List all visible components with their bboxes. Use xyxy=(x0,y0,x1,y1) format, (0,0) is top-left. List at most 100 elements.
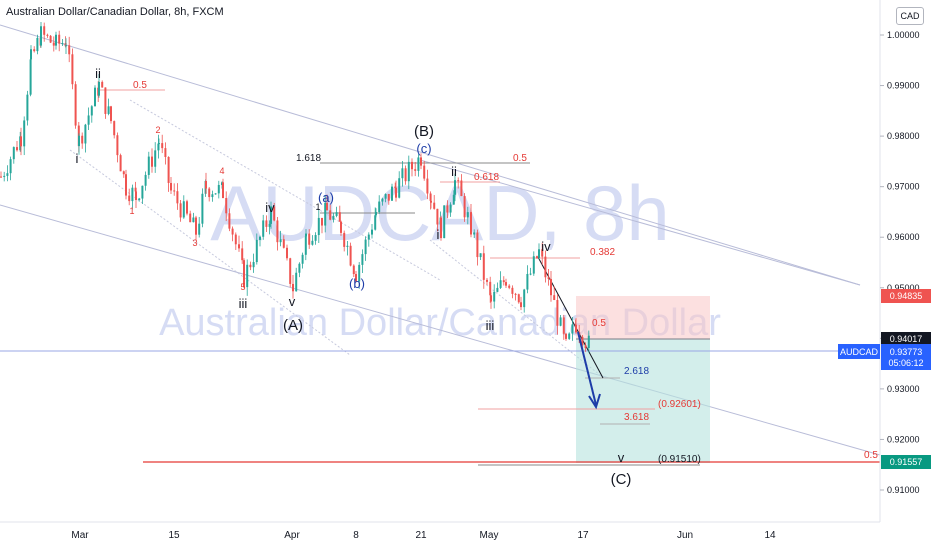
countdown: 05:06:12 xyxy=(888,358,923,368)
fib-label: 0.382 xyxy=(590,247,615,258)
candle-body xyxy=(529,273,532,275)
candle-body xyxy=(401,168,404,179)
candle-body xyxy=(144,174,147,186)
candle-body xyxy=(489,281,492,296)
candle-body xyxy=(268,223,271,227)
currency-button[interactable]: CAD xyxy=(896,7,924,25)
x-tick-label: 17 xyxy=(577,530,589,541)
candle-body xyxy=(547,277,550,280)
candle-body xyxy=(358,264,361,282)
y-tick-label: 0.91000 xyxy=(887,485,920,495)
candle-body xyxy=(371,229,373,235)
projection-arrow xyxy=(577,331,601,410)
candle-body xyxy=(423,165,426,179)
channel-lines xyxy=(0,24,881,456)
candle-body xyxy=(394,186,397,188)
candle-body xyxy=(326,202,328,211)
candle-body xyxy=(186,201,188,214)
fib-label: 0.5 xyxy=(864,450,878,461)
wave-label: ii xyxy=(95,66,101,81)
candle-body xyxy=(493,291,496,302)
candle-body xyxy=(228,213,231,229)
candle-body xyxy=(532,256,535,274)
candle-body xyxy=(167,156,170,183)
svg-text:0.94017: 0.94017 xyxy=(890,334,923,344)
candle-body xyxy=(113,121,116,136)
candle-body xyxy=(265,220,268,227)
wave-label: (b) xyxy=(349,276,365,291)
candle-body xyxy=(249,264,252,268)
price-axis[interactable]: 1.00000 0.99000 0.98000 0.97000 0.96000 0.950… xyxy=(879,0,920,522)
candle-body xyxy=(395,187,397,198)
x-tick-label: 14 xyxy=(764,530,776,541)
candle-body xyxy=(292,283,294,292)
candle-body xyxy=(361,254,364,265)
wave-label: 2 xyxy=(155,125,160,135)
candle-body xyxy=(440,217,442,239)
candle-body xyxy=(505,282,507,286)
candle-body xyxy=(262,220,265,237)
candle-body xyxy=(391,186,393,201)
candle-body xyxy=(317,217,320,236)
time-axis[interactable]: Mar 15 Apr 8 21 May 17 Jun 14 xyxy=(0,521,880,541)
candle-body xyxy=(364,239,367,255)
candle-body xyxy=(101,81,104,88)
candle-body xyxy=(486,279,488,282)
candle-body xyxy=(30,49,32,60)
candle-body xyxy=(214,193,217,195)
candle-body xyxy=(134,187,137,192)
candle-body xyxy=(550,279,552,296)
wave-label: 3 xyxy=(192,238,197,248)
candle-body xyxy=(414,169,417,171)
candle-body xyxy=(329,210,332,220)
candle-body xyxy=(29,59,32,95)
candle-body xyxy=(454,180,456,195)
candle-body xyxy=(58,34,61,44)
candle-body xyxy=(417,157,420,171)
candle-body xyxy=(20,136,22,147)
candle-body xyxy=(71,54,74,85)
candle-body xyxy=(104,87,107,114)
candle-body xyxy=(107,106,110,114)
candle-body xyxy=(298,263,301,273)
candle-body xyxy=(381,198,384,202)
candle-body xyxy=(151,156,153,167)
candle-body xyxy=(378,201,381,213)
fib-labels: 0.5 1.618 0.5 0.618 0.382 0.5 2.618 (0.9… xyxy=(133,80,878,465)
stop-zone[interactable] xyxy=(576,296,710,339)
candle-body xyxy=(565,333,567,339)
candle-body xyxy=(161,143,164,149)
y-tick-label: 1.00000 xyxy=(887,30,920,40)
wave-label: i xyxy=(437,227,440,242)
candle-body xyxy=(276,220,279,243)
wave-label: iii xyxy=(486,318,495,333)
candle-body xyxy=(270,206,272,224)
candle-body xyxy=(182,201,185,218)
wave-label: ii xyxy=(451,164,457,179)
fib-label: 0.5 xyxy=(513,153,527,164)
candle-body xyxy=(349,245,352,266)
candle-body xyxy=(314,235,317,241)
wave-label: (C) xyxy=(611,471,632,488)
candle-body xyxy=(335,212,338,216)
candle-body xyxy=(125,174,127,196)
candle-body xyxy=(332,215,335,220)
candle-body xyxy=(246,264,249,288)
candle-body xyxy=(375,212,377,216)
wave-label: 4 xyxy=(219,166,224,176)
candle-body xyxy=(119,155,122,172)
candle-body xyxy=(587,335,590,348)
candle-body xyxy=(426,178,429,194)
candle-body xyxy=(482,253,485,280)
candle-body xyxy=(420,157,422,166)
candle-body xyxy=(40,26,42,46)
candle-body xyxy=(279,239,282,243)
candle-body xyxy=(452,194,455,205)
candle-body xyxy=(55,34,57,46)
candle-body xyxy=(201,193,204,224)
candle-body xyxy=(308,233,311,245)
candle-body xyxy=(526,273,529,290)
candle-body xyxy=(499,280,502,288)
candle-body xyxy=(449,204,452,213)
